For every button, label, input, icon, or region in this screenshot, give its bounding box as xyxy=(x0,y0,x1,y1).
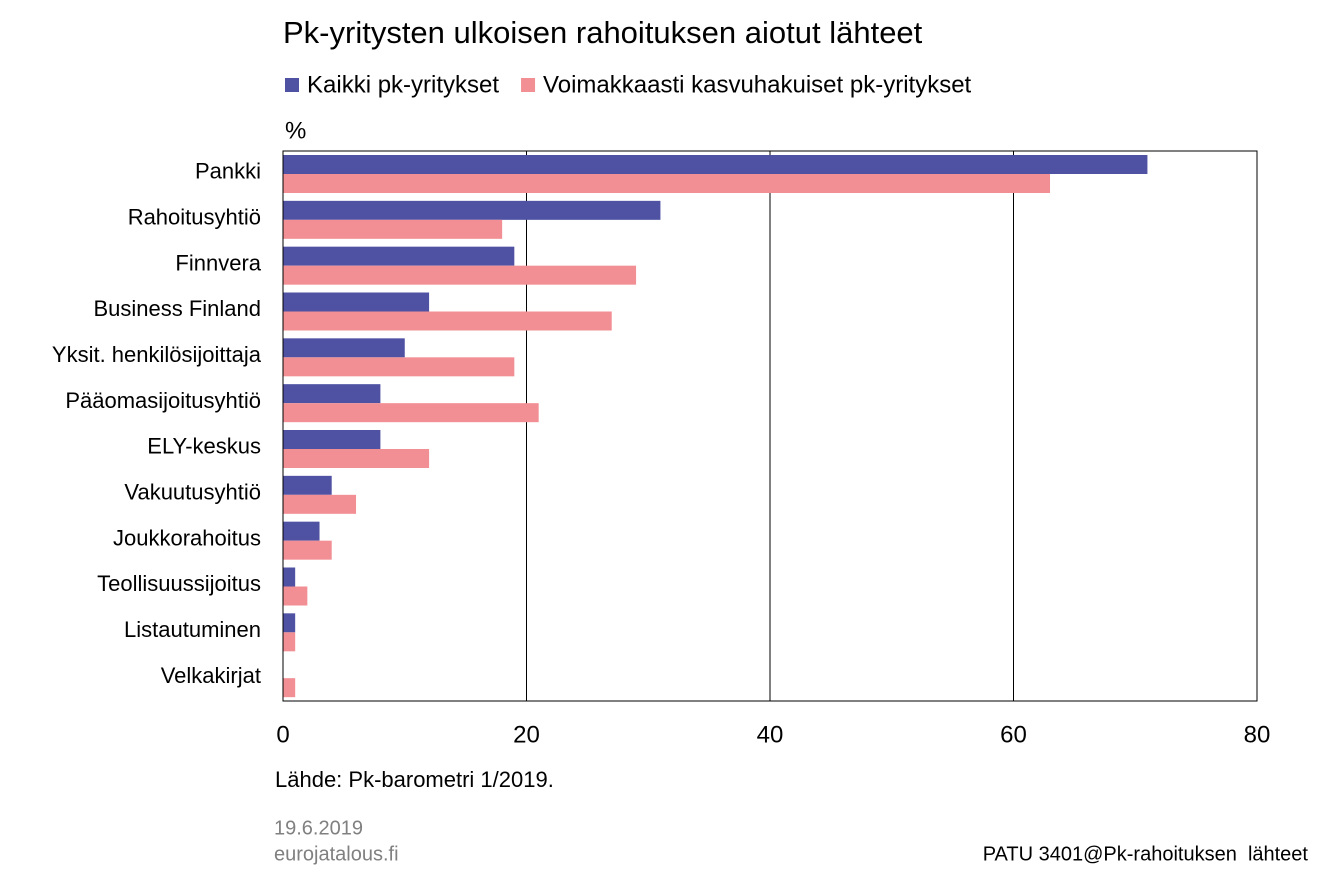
y-tick-label: Vakuutusyhtiö xyxy=(124,480,261,505)
x-tick-label: 60 xyxy=(1000,721,1027,748)
y-tick-label: Pääomasijoitusyhtiö xyxy=(65,388,261,413)
bar xyxy=(283,540,332,560)
bar xyxy=(283,384,381,404)
bar xyxy=(283,403,539,423)
bar xyxy=(283,586,308,606)
y-tick-label: Velkakirjat xyxy=(161,663,261,688)
legend-label: Kaikki pk-yritykset xyxy=(307,71,499,98)
bar xyxy=(283,475,332,495)
x-tick-label: 40 xyxy=(757,721,784,748)
bar xyxy=(283,521,320,541)
legend-swatch xyxy=(285,78,299,92)
x-tick-label: 20 xyxy=(513,721,540,748)
bar xyxy=(283,246,515,266)
source: Lähde: Pk-barometri 1/2019. xyxy=(275,767,554,792)
date: 19.6.2019 xyxy=(274,817,363,839)
y-tick-label: Yksit. henkilösijoittaja xyxy=(52,342,262,367)
x-tick-label: 0 xyxy=(276,721,289,748)
y-tick-label: ELY-keskus xyxy=(147,434,261,459)
x-tick-label: 80 xyxy=(1244,721,1271,748)
bar xyxy=(283,338,405,358)
bar xyxy=(283,678,296,698)
bar xyxy=(283,155,1148,174)
chart-title: Pk-yritysten ulkoisen rahoituksen aiotut… xyxy=(283,15,923,50)
legend-label: Voimakkaasti kasvuhakuiset pk-yritykset xyxy=(543,71,972,98)
bar xyxy=(283,567,296,587)
bar xyxy=(283,430,381,449)
y-tick-label: Listautuminen xyxy=(124,617,261,642)
bar xyxy=(283,449,430,468)
bar xyxy=(283,200,661,220)
bar xyxy=(283,311,612,331)
y-tick-label: Rahoitusyhtiö xyxy=(128,205,261,230)
legend-swatch xyxy=(521,78,536,92)
website: eurojatalous.fi xyxy=(274,843,399,865)
bar xyxy=(283,357,515,377)
bar xyxy=(283,292,430,312)
chart-id: PATU 3401@Pk-rahoituksen lähteet xyxy=(983,843,1309,865)
y-tick-label: Pankki xyxy=(195,159,261,184)
y-tick-label: Joukkorahoitus xyxy=(113,525,261,550)
bar xyxy=(283,219,503,239)
plot-frame xyxy=(282,150,1258,702)
bar xyxy=(283,174,1051,193)
bar xyxy=(283,632,296,652)
y-tick-label: Business Finland xyxy=(93,296,261,321)
unit-label: % xyxy=(285,117,306,144)
bar xyxy=(283,265,637,285)
y-tick-label: Finnvera xyxy=(175,250,261,275)
y-tick-label: Teollisuussijoitus xyxy=(97,571,261,596)
bar xyxy=(283,494,357,514)
bar xyxy=(283,613,296,633)
